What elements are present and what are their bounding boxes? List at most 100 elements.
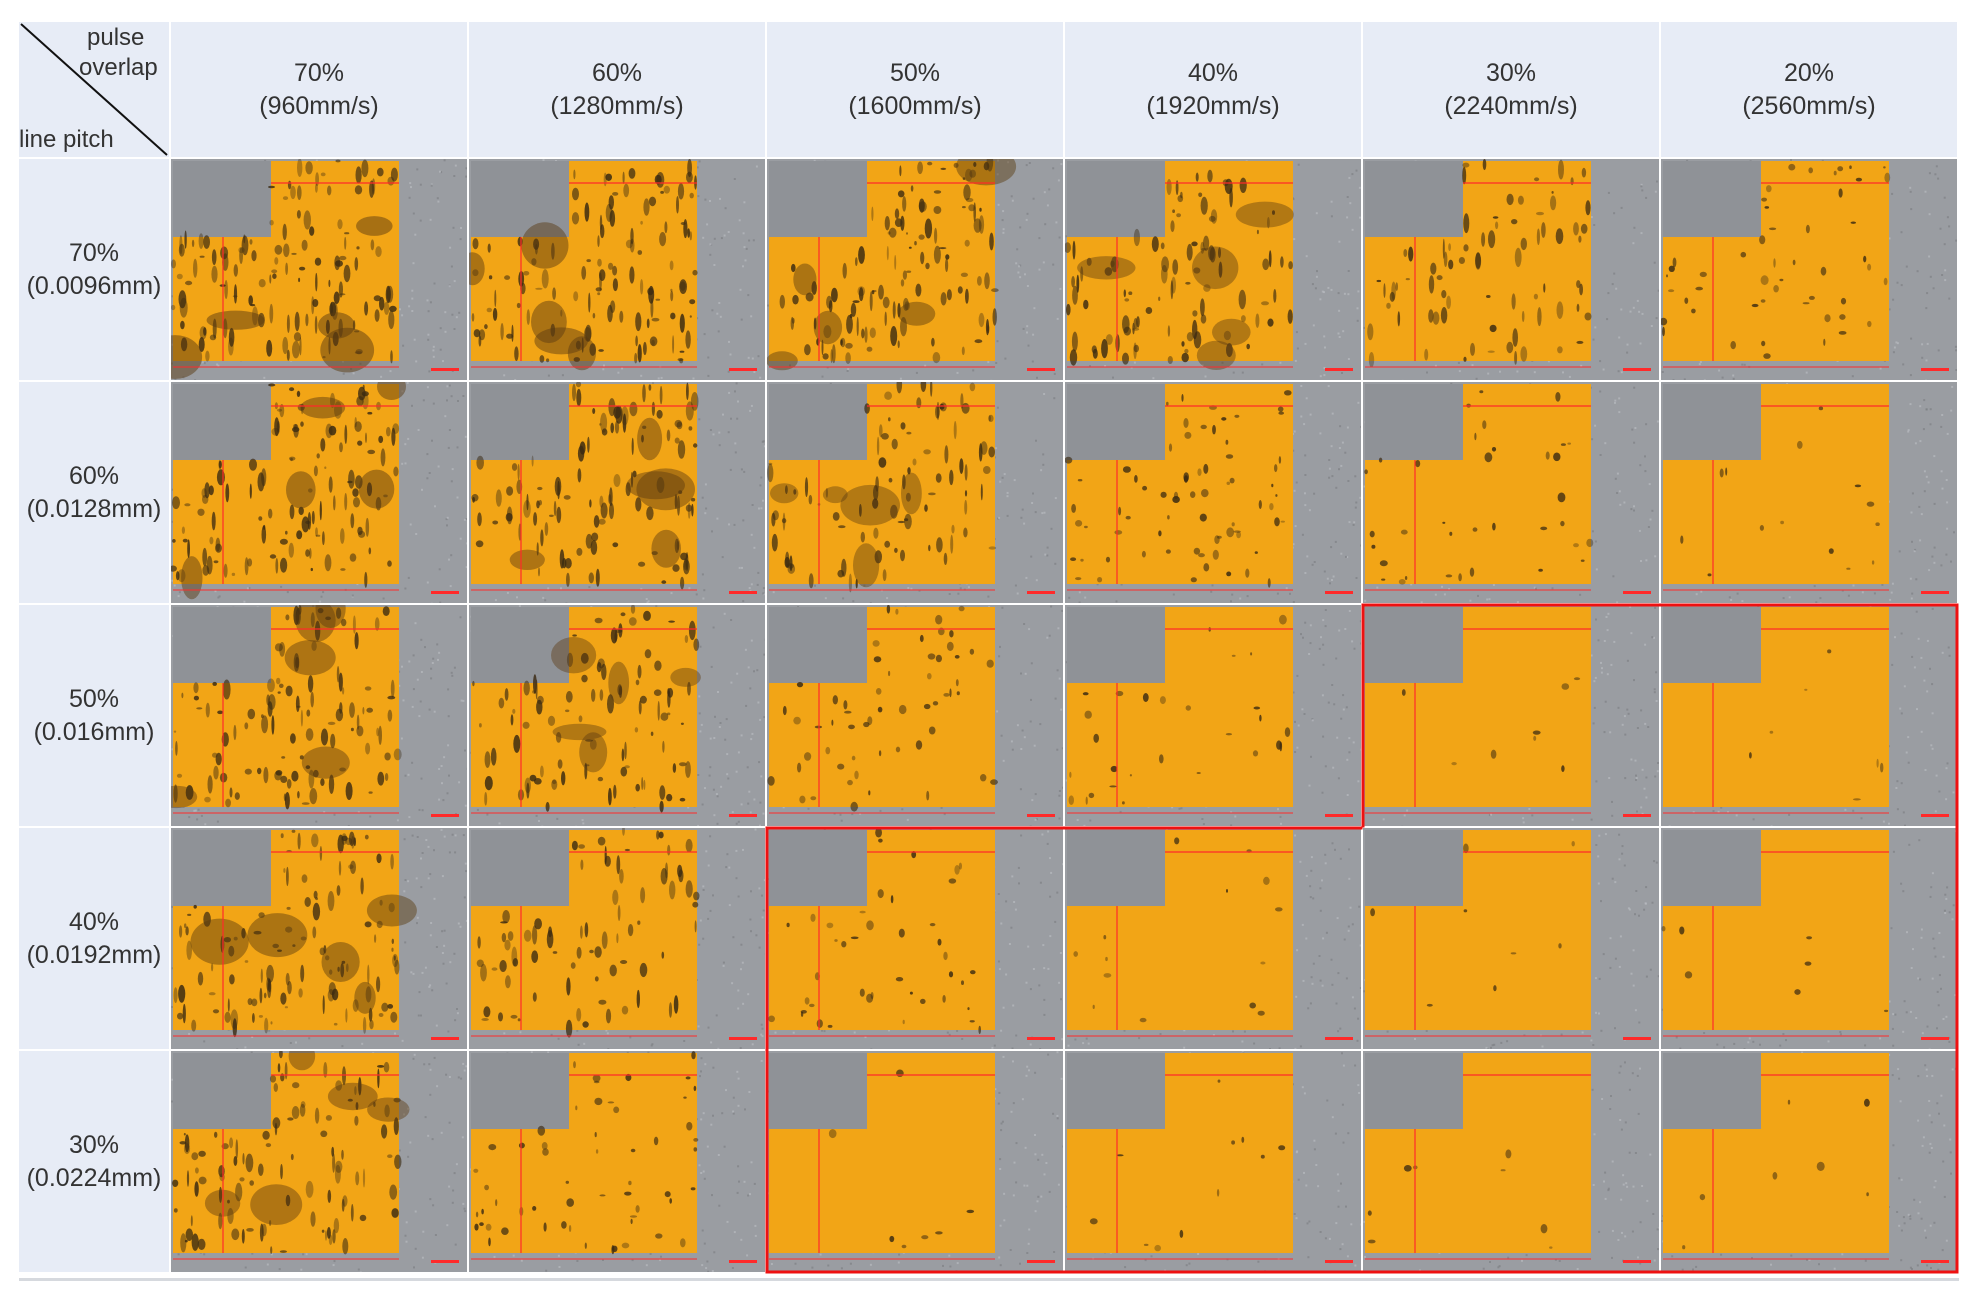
substrate-speckle: [1941, 274, 1944, 276]
substrate-speckle: [750, 404, 753, 407]
defect-mark: [1828, 548, 1834, 554]
substrate-speckle: [1656, 180, 1658, 183]
defect-mark: [1761, 197, 1767, 202]
substrate-speckle: [426, 453, 429, 456]
defect-mark: [327, 721, 336, 725]
defect-mark: [599, 272, 602, 291]
defect-mark: [556, 506, 562, 524]
substrate-speckle: [1360, 748, 1361, 751]
substrate-speckle: [1940, 564, 1943, 567]
substrate-speckle: [998, 516, 1001, 519]
defect-mark: [386, 426, 391, 437]
defect-mark: [1661, 317, 1668, 326]
defect-mark: [217, 710, 223, 715]
substrate-speckle: [1084, 596, 1087, 599]
micrograph-image: [469, 382, 765, 603]
defect-blotch: [552, 723, 607, 741]
substrate-speckle: [1201, 364, 1204, 367]
substrate-speckle: [518, 605, 521, 608]
substrate-speckle: [751, 504, 754, 506]
substrate-speckle: [711, 530, 713, 533]
substrate-speckle: [1945, 479, 1948, 481]
defect-mark: [523, 680, 530, 696]
defect-mark: [825, 488, 828, 498]
substrate-speckle: [1629, 310, 1632, 313]
substrate-speckle: [1042, 261, 1045, 264]
defect-mark: [944, 445, 949, 464]
defect-mark: [962, 206, 966, 209]
defect-mark: [562, 558, 567, 569]
defect-mark: [1236, 531, 1241, 539]
substrate-speckle: [1599, 390, 1602, 393]
substrate-speckle: [453, 175, 456, 177]
substrate-speckle: [1940, 470, 1943, 473]
defect-mark: [1071, 276, 1075, 288]
substrate-speckle: [697, 824, 700, 826]
defect-mark: [1481, 232, 1486, 247]
substrate-speckle: [1294, 525, 1297, 528]
defect-mark: [560, 309, 563, 317]
metal-pad: [173, 161, 399, 361]
defect-mark: [662, 740, 665, 753]
substrate-speckle: [1304, 504, 1307, 507]
defect-mark: [1680, 535, 1684, 544]
defect-mark: [328, 476, 333, 493]
substrate-speckle: [1927, 481, 1930, 484]
substrate-speckle: [544, 599, 547, 602]
defect-mark: [1486, 295, 1491, 298]
defect-mark: [1400, 529, 1408, 535]
defect-mark: [283, 243, 290, 258]
defect-mark: [900, 549, 905, 562]
defect-mark: [1538, 568, 1543, 572]
substrate-speckle: [182, 376, 185, 379]
defect-mark: [355, 349, 363, 355]
substrate-speckle: [758, 507, 760, 510]
substrate-speckle: [1790, 159, 1792, 161]
defect-mark: [659, 800, 664, 813]
defect-mark: [613, 474, 621, 487]
substrate-speckle: [749, 409, 752, 412]
substrate-speckle: [762, 440, 765, 443]
defect-mark: [366, 482, 373, 497]
substrate-speckle: [735, 382, 738, 385]
substrate-speckle: [1133, 361, 1136, 364]
substrate-speckle: [706, 223, 709, 226]
defect-mark: [327, 185, 332, 196]
defect-mark: [295, 695, 300, 712]
defect-mark: [258, 312, 265, 328]
defect-mark: [600, 502, 608, 519]
defect-mark: [1288, 261, 1293, 270]
substrate-speckle: [1594, 326, 1597, 329]
defect-mark: [308, 488, 313, 493]
defect-mark: [1695, 286, 1703, 291]
defect-mark: [867, 716, 873, 725]
defect-mark: [933, 206, 942, 214]
defect-mark: [365, 742, 371, 755]
defect-mark: [1520, 346, 1528, 362]
defect-mark: [233, 724, 237, 741]
defect-mark: [249, 483, 252, 499]
substrate-speckle: [1311, 718, 1314, 721]
defect-mark: [603, 172, 607, 187]
substrate-speckle: [1648, 483, 1651, 486]
substrate-speckle: [1933, 546, 1936, 549]
defect-mark: [1386, 302, 1391, 309]
defect-mark: [822, 353, 829, 360]
substrate-speckle: [1337, 777, 1340, 780]
defect-mark: [895, 608, 899, 615]
substrate-speckle: [1020, 672, 1022, 675]
substrate-speckle: [719, 197, 721, 200]
defect-mark: [640, 220, 643, 225]
substrate-speckle: [1003, 473, 1006, 476]
substrate-speckle: [1318, 647, 1321, 650]
column-percent: 60%: [591, 58, 643, 87]
substrate-speckle: [194, 809, 197, 812]
defect-mark: [910, 185, 914, 192]
substrate-speckle: [398, 684, 401, 687]
defect-mark: [261, 525, 267, 544]
defect-mark: [1185, 281, 1191, 285]
defect-mark: [266, 339, 273, 357]
defect-mark: [472, 238, 479, 250]
defect-mark: [354, 330, 360, 333]
defect-mark: [850, 302, 857, 317]
